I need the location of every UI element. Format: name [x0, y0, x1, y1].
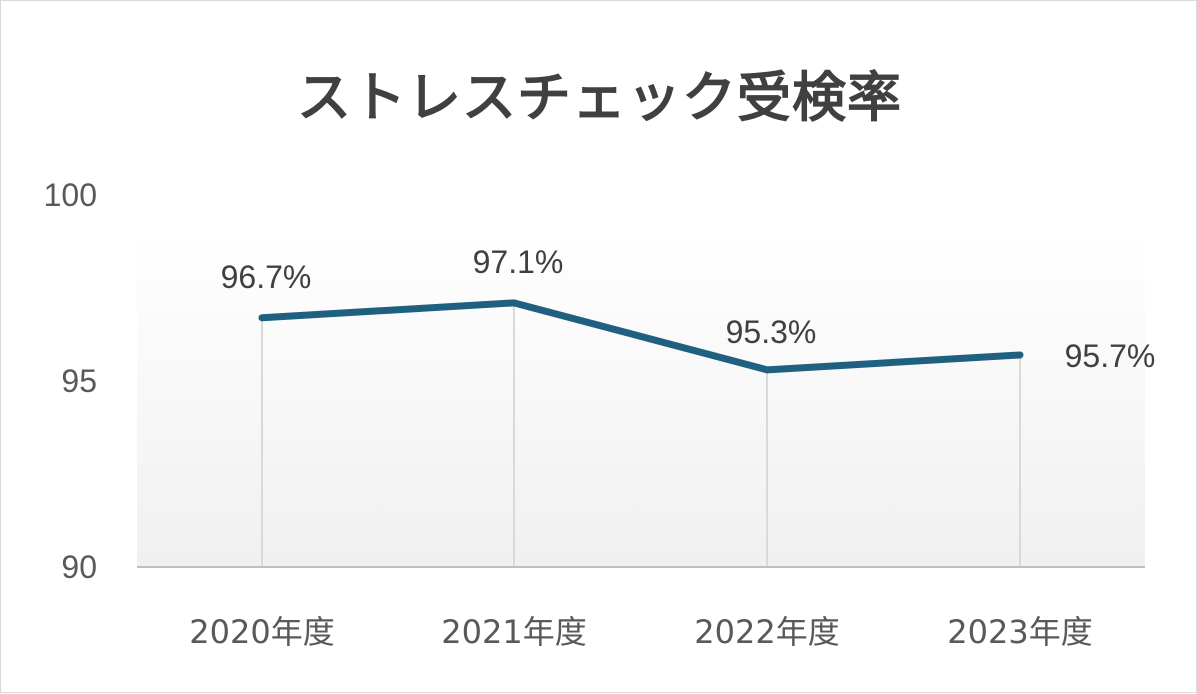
x-axis-tick-labels: 2020年度 2021年度 2022年度 2023年度: [189, 613, 1092, 651]
drop-lines: [261, 302, 1021, 567]
chart-title: ストレスチェック受検率: [297, 66, 902, 129]
y-axis-tick-labels: 100 95 90: [44, 177, 97, 585]
data-label: 97.1%: [473, 244, 564, 280]
x-tick-label: 2022年度: [694, 613, 839, 651]
x-tick-label: 2020年度: [189, 613, 334, 651]
x-tick-label: 2021年度: [441, 613, 586, 651]
series-line: [258, 299, 1024, 374]
data-label: 95.3%: [726, 314, 817, 350]
y-tick-label: 90: [61, 549, 97, 585]
y-tick-label: 100: [44, 177, 97, 213]
x-tick-label: 2023年度: [947, 613, 1092, 651]
data-label: 96.7%: [221, 259, 312, 295]
y-tick-label: 95: [61, 363, 97, 399]
data-labels: 96.7% 97.1% 95.3% 95.7%: [221, 244, 1156, 374]
data-label: 95.7%: [1065, 338, 1156, 374]
plot-area: [137, 231, 1145, 567]
series-group: [258, 299, 1024, 374]
